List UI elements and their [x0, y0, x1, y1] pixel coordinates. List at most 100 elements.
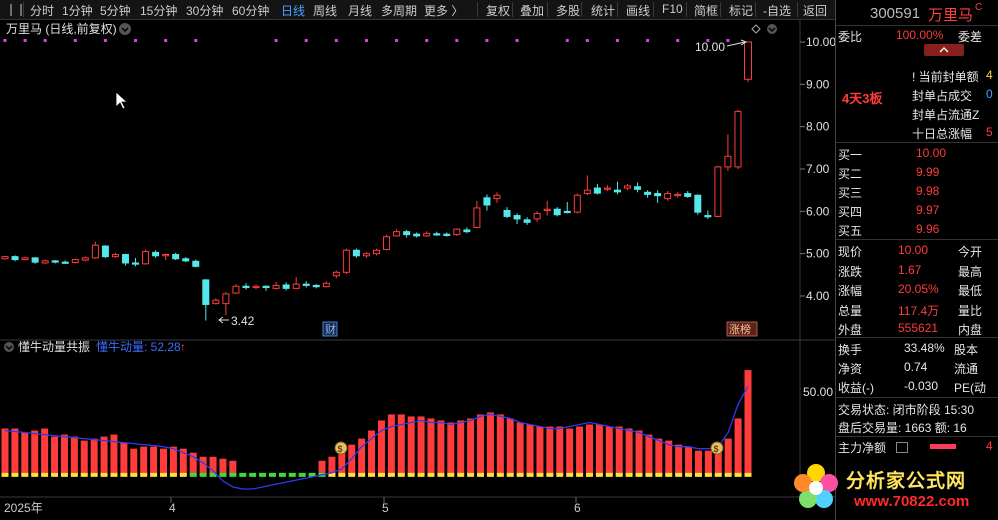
indicator-line [4, 385, 749, 490]
indicator-base-marker [585, 472, 593, 477]
chart-settings-icon[interactable] [767, 24, 777, 34]
candle [101, 245, 109, 258]
indicator-bar [11, 428, 19, 475]
toolbar-item-9[interactable]: 多周期 [381, 4, 418, 18]
seal-row: 封单占成交 0 [912, 87, 993, 103]
candle [51, 260, 59, 264]
indicator-base-marker [566, 472, 574, 477]
candle [613, 181, 621, 195]
indicator-base-marker [338, 472, 346, 477]
indicator-bar [397, 414, 405, 475]
indicator-value: 懂牛动量: 52.28 [96, 339, 181, 354]
trade-status-row: 交易状态: 闭市阶段 15:30 [838, 403, 975, 417]
toolbar-item-5[interactable]: 60分钟 [232, 4, 270, 18]
candle [222, 291, 230, 316]
candle [21, 256, 29, 261]
toolbar-item-6[interactable]: 日线 [281, 4, 306, 18]
stat-row: 净资 0.74 流通 [838, 360, 979, 376]
toolbar-item-15[interactable]: 画线 [626, 4, 651, 18]
candle [71, 258, 79, 264]
indicator-bar [685, 446, 693, 475]
toolbar-item-3[interactable]: 15分钟 [140, 4, 178, 18]
stat-row: 换手 33.48% 股本 [838, 341, 979, 357]
toolbar-item-16[interactable]: F10 [662, 2, 683, 16]
indicator-base-marker [377, 472, 385, 477]
candle [674, 192, 682, 198]
toolbar-item-0[interactable]: 分时 [30, 4, 55, 18]
candle [31, 257, 39, 264]
indicator-base-marker [249, 472, 257, 477]
toolbar-item-12[interactable]: 叠加 [520, 4, 545, 18]
indicator-base-marker [268, 472, 276, 477]
svg-text:$: $ [338, 444, 343, 454]
indicator-bar [506, 418, 514, 475]
svg-text:财: 财 [325, 322, 336, 336]
indicator-bar [665, 440, 673, 475]
indicator-base-marker [51, 472, 59, 477]
toolbar-item-13[interactable]: 多股 [556, 4, 581, 18]
toolbar-handle-icon[interactable]: ❘❘ [6, 2, 27, 16]
indicator-base-marker [675, 472, 683, 477]
toolbar-item-17[interactable]: 简框 [694, 4, 719, 18]
indicator-bar [566, 428, 574, 475]
toolbar-item-14[interactable]: 统计 [591, 4, 616, 18]
toolbar-item-19[interactable]: -自选 [763, 4, 791, 18]
chart-diamond-icon[interactable] [751, 24, 761, 34]
candle [553, 207, 561, 217]
candle [634, 182, 642, 193]
candle [543, 200, 551, 216]
candle [463, 227, 471, 234]
indicator-bar [734, 418, 742, 475]
candle [473, 200, 481, 229]
indicator-base-marker [496, 472, 504, 477]
collapse-button[interactable] [924, 44, 964, 56]
signal-dot [726, 39, 730, 42]
candle [61, 260, 69, 264]
indicator-base-marker [576, 472, 584, 477]
indicator-bar [605, 426, 613, 475]
candle [322, 281, 330, 288]
candle [81, 256, 89, 262]
toolbar-item-8[interactable]: 月线 [348, 4, 373, 18]
indicator-baseline-markers [1, 472, 752, 477]
quote-panel: 300591 万里马 C 委比 100.00% 委差 4天3板 ! 当前封单额 4… [835, 0, 998, 520]
indicator-bar [368, 430, 376, 475]
quote-row: 涨幅 20.05% 最低 [838, 282, 983, 298]
indicator-bar [189, 452, 197, 475]
toolbar-item-11[interactable]: 复权 [486, 4, 511, 18]
toolbar-item-20[interactable]: 返回 [803, 4, 828, 18]
toolbar-item-1[interactable]: 1分钟 [62, 4, 93, 18]
main-flow-row[interactable]: 主力净额 4 [838, 439, 993, 455]
candle [583, 175, 591, 196]
stat-row: 收益(-) -0.030 PE(动 [838, 379, 987, 395]
candle [192, 259, 200, 268]
candle [342, 248, 350, 274]
indicator-base-marker [704, 472, 712, 477]
toolbar-item-4[interactable]: 30分钟 [186, 4, 224, 18]
indicator-bar [457, 420, 465, 475]
indicator-base-marker [120, 472, 128, 477]
stock-flag: C [975, 2, 983, 13]
indicator-base-marker [90, 472, 98, 477]
indicator-base-marker [31, 472, 39, 477]
toolbar-item-10[interactable]: 更多 〉 [424, 4, 464, 18]
candlesticks [1, 41, 752, 321]
finance-marker[interactable]: 财 [322, 321, 338, 337]
indicator-bar [724, 438, 732, 475]
candle [352, 248, 360, 258]
toolbar-item-18[interactable]: 标记 [729, 4, 754, 18]
title-dropdown-icon[interactable] [119, 23, 131, 35]
indicator-bar [585, 424, 593, 475]
bid-row: 买一 10.00 [838, 146, 947, 162]
kline-chart[interactable]: 万里马 (日线,前复权) 10.00 9.00 8.00 7.00 6.00 5.00 4.… [0, 20, 835, 520]
limit-up-marker[interactable]: 涨榜 [726, 321, 758, 337]
toolbar-item-7[interactable]: 周线 [313, 4, 338, 18]
indicator-dropdown-icon[interactable] [4, 342, 14, 352]
toolbar-item-2[interactable]: 5分钟 [100, 4, 131, 18]
signal-dot [274, 39, 278, 42]
indicator-base-marker [110, 472, 118, 477]
indicator-bar [546, 426, 554, 475]
indicator-base-marker [556, 472, 564, 477]
candle [654, 190, 662, 203]
indicator-bar [21, 432, 29, 475]
